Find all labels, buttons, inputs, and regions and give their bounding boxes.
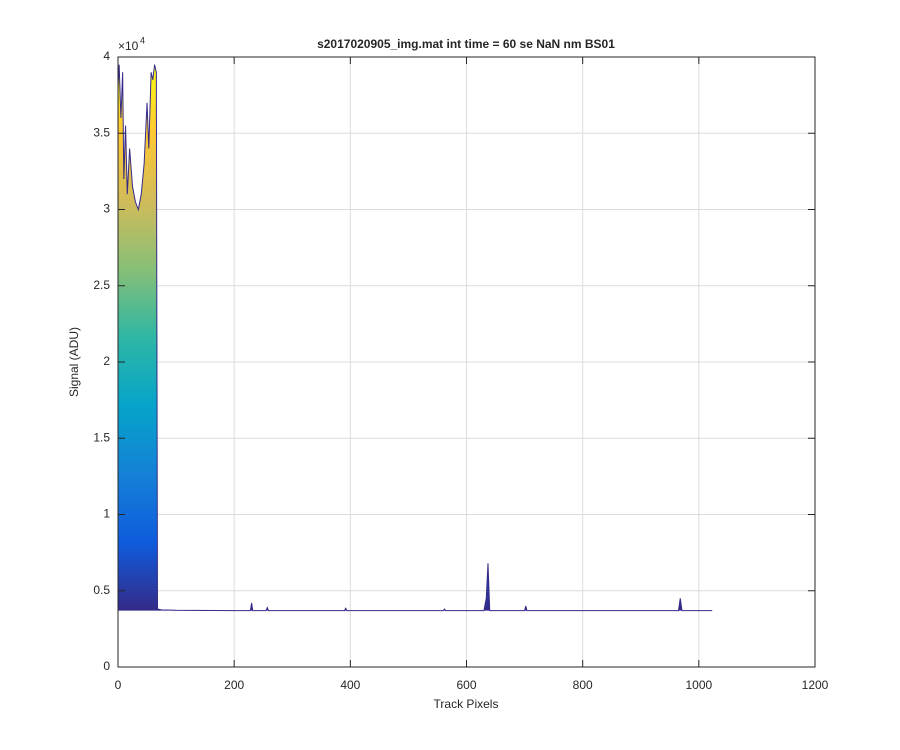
y-tick-label: 3 (103, 202, 110, 216)
y-tick-label: 2.5 (93, 278, 110, 292)
y-tick-label: 2 (103, 354, 110, 368)
y-tick-label: 3.5 (93, 125, 110, 139)
y-tick-label: 1 (103, 507, 110, 521)
y-axis-label: Signal (ADU) (67, 327, 81, 397)
x-tick-label: 400 (340, 678, 360, 692)
chart-title: s2017020905_img.mat int time = 60 se NaN… (317, 37, 615, 51)
x-tick-label: 600 (456, 678, 476, 692)
x-axis-label: Track Pixels (434, 697, 499, 711)
x-tick-label: 0 (115, 678, 122, 692)
y-multiplier-exponent: 4 (140, 35, 145, 45)
y-tick-label: 0.5 (93, 583, 110, 597)
y-multiplier: ×10 (118, 39, 139, 53)
y-tick-label: 4 (103, 49, 110, 63)
x-tick-label: 200 (224, 678, 244, 692)
x-tick-label: 1200 (802, 678, 829, 692)
x-tick-label: 800 (573, 678, 593, 692)
area-line (117, 64, 713, 612)
x-tick-label: 1000 (685, 678, 712, 692)
y-tick-label: 0 (103, 659, 110, 673)
y-tick-label: 1.5 (93, 430, 110, 444)
